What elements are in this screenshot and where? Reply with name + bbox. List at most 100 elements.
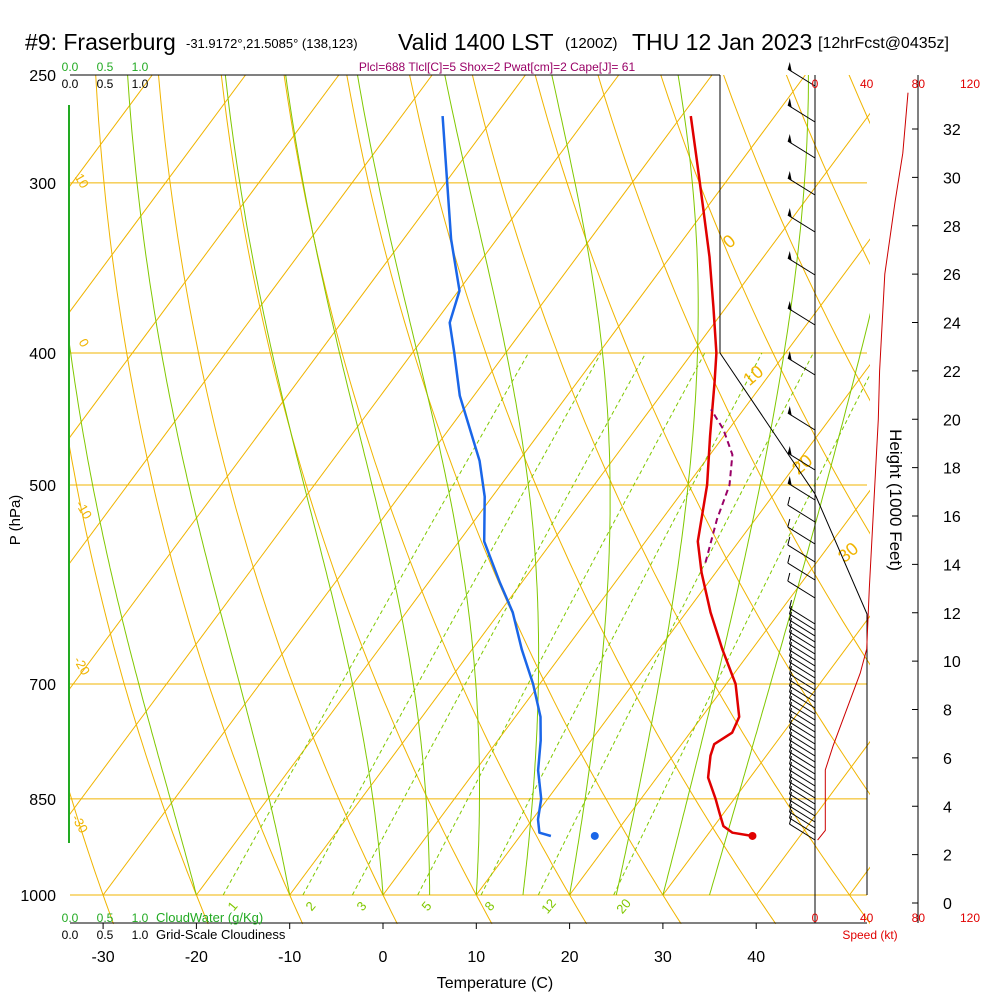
wind-barb-flag bbox=[787, 406, 792, 417]
dry-adiabat-line bbox=[157, 75, 398, 925]
moist-adiabat-line bbox=[662, 75, 809, 896]
speed-tick-label-top: 80 bbox=[912, 77, 926, 91]
wind-barb-staff bbox=[789, 733, 816, 751]
speed-tick-label-top: 40 bbox=[860, 77, 874, 91]
wind-barb bbox=[787, 554, 816, 581]
wind-barb bbox=[789, 683, 816, 709]
height-tick-label: 8 bbox=[943, 703, 952, 720]
wind-barb bbox=[789, 647, 816, 673]
wind-barb-staff bbox=[787, 104, 816, 123]
height-tick-label: 12 bbox=[943, 606, 961, 623]
wind-barb-staff bbox=[789, 823, 816, 841]
isotherm-line bbox=[70, 75, 340, 438]
dewpoint-profile bbox=[441, 116, 552, 838]
wind-barb-feather bbox=[789, 677, 792, 687]
height-tick-label: 30 bbox=[943, 170, 961, 187]
isotherm-line bbox=[70, 75, 433, 564]
x-tick-label: -20 bbox=[185, 949, 208, 966]
height-tick-label: 24 bbox=[943, 316, 961, 333]
dry-adiabat-line bbox=[534, 75, 870, 796]
pressure-tick-label: 850 bbox=[29, 792, 56, 809]
stability-indices: Plcl=688 Tlcl[C]=5 Shox=2 Pwat[cm]=2 Cap… bbox=[359, 60, 636, 74]
moist-adiabat-line bbox=[127, 75, 291, 896]
pressure-tick-label: 1000 bbox=[20, 888, 56, 905]
wind-barb bbox=[789, 743, 816, 769]
moist-adiabat-line bbox=[357, 75, 480, 896]
speed-axis-label: Speed (kt) bbox=[842, 928, 897, 942]
isotherm-line bbox=[289, 112, 870, 896]
dry-adiabat-line bbox=[597, 75, 870, 666]
wind-barb-staff bbox=[789, 727, 816, 745]
moist-adiabat-line bbox=[70, 344, 197, 896]
wind-barb-staff bbox=[789, 811, 816, 829]
wind-barb bbox=[789, 767, 816, 793]
wind-barb-staff bbox=[789, 757, 816, 775]
x-tick-label: 10 bbox=[467, 949, 485, 966]
wind-barb-feather bbox=[789, 749, 792, 759]
wind-barb-staff bbox=[789, 667, 816, 685]
x-tick-label: 20 bbox=[561, 949, 579, 966]
dry-adiabat-line bbox=[471, 75, 870, 925]
x-axis-label: Temperature (C) bbox=[437, 975, 553, 992]
wind-barb-staff bbox=[789, 649, 816, 667]
cloudiness-tick-top: 1.0 bbox=[132, 77, 149, 91]
wind-barb bbox=[789, 725, 816, 751]
moist-adiabat-line bbox=[444, 75, 540, 896]
wind-barb-staff bbox=[787, 357, 816, 376]
wind-panel bbox=[719, 62, 909, 895]
temperature-profile bbox=[689, 115, 753, 838]
wind-barb-staff bbox=[789, 607, 816, 625]
x-tick-label: 40 bbox=[747, 949, 765, 966]
wind-barb bbox=[789, 815, 816, 841]
dry-adiabat-line bbox=[70, 792, 114, 925]
isotherm-line bbox=[70, 75, 246, 313]
wind-barb-feather bbox=[789, 797, 792, 807]
wind-barb-feather bbox=[789, 809, 792, 819]
pressure-tick-label: 400 bbox=[29, 346, 56, 363]
wind-barb-staff bbox=[789, 673, 816, 691]
station-title: #9: Fraserburg bbox=[25, 29, 176, 55]
speed-tick-label-bottom: 0 bbox=[812, 911, 819, 925]
wind-barb-feather bbox=[789, 647, 792, 657]
wind-barb-feather bbox=[789, 719, 792, 729]
height-tick-label: 32 bbox=[943, 122, 961, 139]
wind-barb-staff bbox=[787, 68, 816, 87]
wind-barb bbox=[787, 208, 816, 233]
wind-barb-flag bbox=[787, 476, 792, 487]
wind-speed-profile bbox=[817, 92, 909, 841]
wind-barb-staff bbox=[789, 679, 816, 697]
wind-barb bbox=[787, 301, 816, 326]
x-tick-label: 0 bbox=[379, 949, 388, 966]
speed-tick-label-top: 0 bbox=[812, 77, 819, 91]
wind-barb-staff bbox=[787, 307, 816, 326]
wind-barb-feather bbox=[789, 605, 792, 615]
cloudwater-tick-top: 1.0 bbox=[132, 60, 149, 74]
speed-tick-label-top: 120 bbox=[960, 77, 980, 91]
wind-barb bbox=[789, 713, 816, 739]
wind-barb-staff bbox=[787, 452, 816, 471]
wind-barb-flag bbox=[787, 351, 792, 362]
surface-temperature-marker bbox=[748, 831, 757, 840]
isotherm-line bbox=[755, 740, 870, 896]
wind-barb-feather bbox=[789, 611, 792, 621]
dry-adiabat-line bbox=[220, 75, 493, 925]
wind-barb bbox=[787, 536, 816, 563]
wind-barb-feather bbox=[789, 671, 792, 681]
axes: -30 -20 -10 0 10 20 30 402503004005007008501000… bbox=[20, 60, 980, 966]
wind-barb bbox=[789, 773, 816, 799]
wind-barb-staff bbox=[787, 562, 816, 581]
wind-barb-flag bbox=[787, 208, 792, 219]
moist-adiabat-line bbox=[285, 75, 431, 895]
wind-barb-feather bbox=[789, 731, 792, 741]
wind-barb bbox=[789, 791, 816, 817]
wind-barb bbox=[789, 707, 816, 733]
wind-barb bbox=[789, 749, 816, 775]
wind-barb bbox=[789, 737, 816, 763]
wind-barb bbox=[787, 446, 816, 471]
forecast-date: THU 12 Jan 2023 bbox=[632, 29, 812, 55]
wind-barb bbox=[789, 599, 816, 625]
wind-barb bbox=[787, 518, 816, 545]
cloudiness-tick-top: 0.0 bbox=[62, 77, 79, 91]
wind-barb-feather bbox=[787, 536, 791, 546]
height-tick-label: 18 bbox=[943, 461, 961, 478]
